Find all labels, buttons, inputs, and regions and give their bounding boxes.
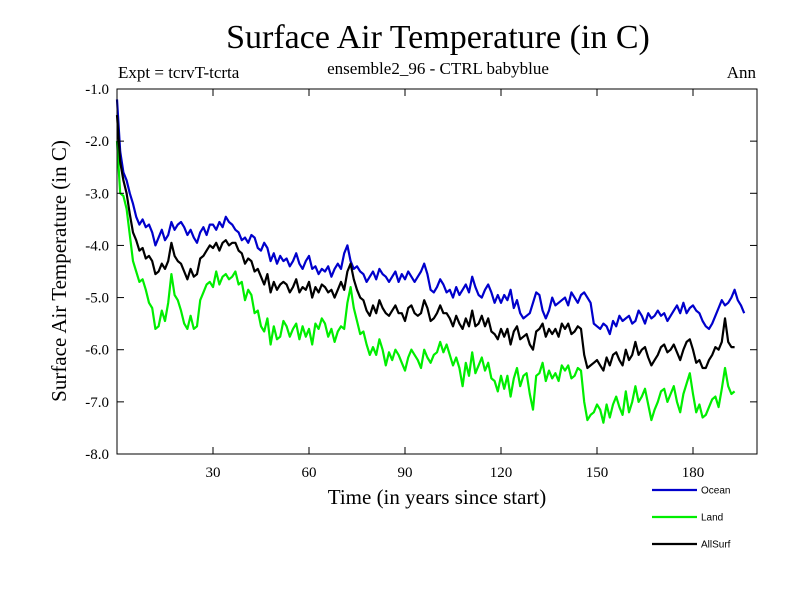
x-tick-label: 120: [490, 465, 513, 481]
experiment-annotation: Expt = tcrvT-tcrta: [118, 63, 240, 82]
chart-subtitle: ensemble2_96 - CTRL babyblue: [327, 59, 549, 78]
legend-label-land: Land: [701, 513, 723, 524]
x-tick-label: 90: [398, 465, 413, 481]
y-axis: -8.0 -7.0 -6.0 -5.0 -4.0 -3.0 -2.0 -1.0: [85, 82, 757, 463]
y-axis-title: Surface Air Temperature (in C): [47, 140, 71, 402]
y-tick-label: -4.0: [85, 238, 109, 254]
series-line-land: [115, 141, 736, 424]
x-tick-label: 180: [682, 465, 705, 481]
chart-title: Surface Air Temperature (in C): [226, 19, 650, 56]
x-tick-label: 30: [206, 465, 221, 481]
y-tick-label: -2.0: [85, 134, 109, 150]
x-tick-label: 60: [302, 465, 317, 481]
y-tick-label: -8.0: [85, 447, 109, 463]
series-layer: [115, 99, 746, 424]
y-tick-label: -6.0: [85, 343, 109, 359]
legend-label-ocean: Ocean: [701, 486, 730, 497]
legend-label-allsurf: AllSurf: [701, 540, 731, 551]
season-annotation: Ann: [727, 63, 757, 82]
x-axis: 30 60 90 120 150 180: [206, 89, 705, 481]
x-axis-title: Time (in years since start): [328, 485, 547, 509]
y-tick-label: -5.0: [85, 291, 109, 307]
x-tick-label: 150: [586, 465, 609, 481]
y-tick-label: -7.0: [85, 395, 109, 411]
series-line-allsurf: [115, 115, 735, 372]
legend: Ocean Land AllSurf: [652, 486, 731, 551]
y-tick-label: -1.0: [85, 82, 109, 98]
y-tick-label: -3.0: [85, 186, 109, 202]
series-line-ocean: [115, 99, 746, 336]
plot-frame: [116, 88, 758, 455]
